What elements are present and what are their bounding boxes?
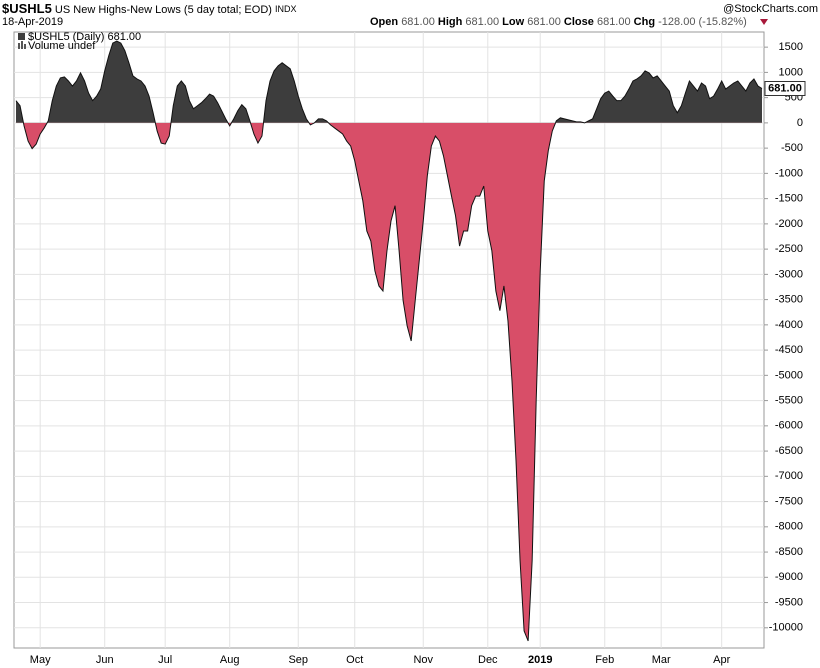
label: High — [438, 16, 463, 28]
x-tick-label: Feb — [595, 654, 614, 666]
ohlc: Open 681.00 High 681.00 Low 681.00 Close… — [370, 16, 747, 28]
y-tick-label: -3500 — [775, 294, 803, 306]
label: Low — [502, 16, 524, 28]
y-tick-label: -5000 — [775, 369, 803, 381]
y-tick-label: -500 — [781, 142, 803, 154]
name: US New Highs-New Lows (5 day total; EOD) — [55, 4, 272, 16]
y-tick-label: -5500 — [775, 394, 803, 406]
x-tick-label: 2019 — [528, 654, 552, 666]
exchange: INDX — [275, 4, 297, 14]
line — [15, 40, 763, 642]
label: Open — [370, 16, 398, 28]
y-tick-label: -7500 — [775, 495, 803, 507]
y-tick-label: -1000 — [775, 167, 803, 179]
x-tick-label: May — [30, 654, 51, 666]
x-tick-label: Nov — [413, 654, 433, 666]
value: 681.00 — [527, 16, 561, 28]
value: 681.00 — [597, 16, 631, 28]
y-tick-label: -1500 — [775, 193, 803, 205]
y-tick-label: -6500 — [775, 445, 803, 457]
legend-icon — [21, 41, 23, 49]
x-tick-label: Apr — [713, 654, 730, 666]
value: 681.00 — [401, 16, 435, 28]
legend-label: Volume undef — [28, 40, 96, 52]
source: @StockCharts.com — [723, 3, 818, 15]
y-tick-label: 0 — [797, 117, 803, 129]
legend-icon — [24, 44, 26, 49]
value: -128.00 (-15.82%) — [658, 16, 747, 28]
y-tick-label: 1000 — [779, 66, 803, 78]
positive-area — [16, 41, 762, 123]
y-tick-label: -9000 — [775, 571, 803, 583]
label: Close — [564, 16, 594, 28]
x-tick-label: Sep — [288, 654, 308, 666]
y-tick-label: -9500 — [775, 596, 803, 608]
x-tick-label: Oct — [346, 654, 363, 666]
y-tick-label: -10000 — [769, 622, 803, 634]
legend-icon — [18, 43, 20, 49]
x-tick-label: Mar — [652, 654, 671, 666]
date: 18-Apr-2019 — [2, 16, 63, 28]
x-tick-label: Jun — [96, 654, 114, 666]
y-tick-label: -2500 — [775, 243, 803, 255]
y-tick-label: 1500 — [779, 41, 803, 53]
y-tick-label: -4500 — [775, 344, 803, 356]
x-tick-label: Aug — [220, 654, 240, 666]
x-tick-label: Jul — [158, 654, 172, 666]
y-tick-label: -6000 — [775, 420, 803, 432]
down-arrow — [760, 19, 768, 25]
y-tick-label: -4000 — [775, 319, 803, 331]
y-tick-label: -8500 — [775, 546, 803, 558]
last-value-box — [764, 81, 806, 97]
last-value-label: 681.00 — [768, 82, 802, 94]
legend-label: $USHL5 (Daily) 681.00 — [28, 31, 141, 43]
y-tick-label: -2000 — [775, 218, 803, 230]
header-title: $USHL5 US New Highs-New Lows (5 day tota… — [2, 1, 297, 16]
symbol: $USHL5 — [2, 1, 52, 16]
value: 681.00 — [465, 16, 499, 28]
y-tick-label: -8000 — [775, 521, 803, 533]
label: Chg — [634, 16, 655, 28]
y-tick-label: -3000 — [775, 268, 803, 280]
x-tick-label: Dec — [478, 654, 498, 666]
legend-icon — [18, 33, 25, 40]
y-tick-label: -7000 — [775, 470, 803, 482]
negative-area — [23, 122, 585, 641]
